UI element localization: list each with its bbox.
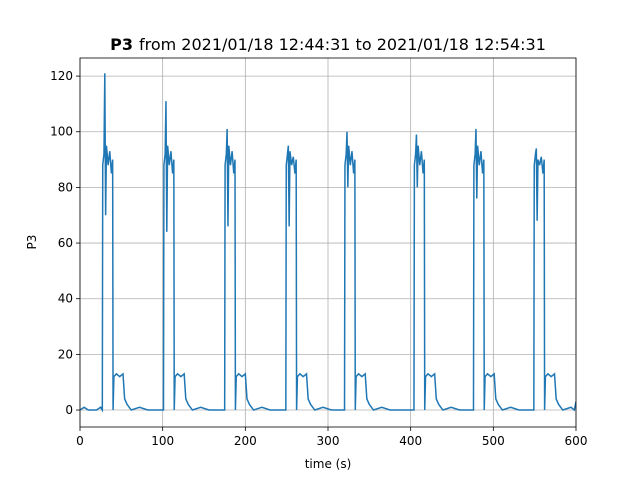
y-tick-label: 40 [58,292,73,306]
data-line [80,73,576,413]
x-tick-label: 0 [76,434,84,448]
x-tick-label: 100 [151,434,174,448]
y-tick-label: 0 [65,403,73,417]
title-bold: P3 [110,35,133,54]
x-tick-label: 200 [234,434,257,448]
title-text: from 2021/01/18 12:44:31 to 2021/01/18 1… [139,35,546,54]
x-axis-label: time (s) [305,457,352,471]
x-tick-label: 400 [399,434,422,448]
y-tick-label: 60 [58,236,73,250]
chart-title: P3 from 2021/01/18 12:44:31 to 2021/01/18… [110,35,546,54]
x-tick-label: 500 [482,434,505,448]
plot-frame [79,57,577,428]
y-tick-label: 120 [50,69,73,83]
y-tick-label: 100 [50,125,73,139]
y-tick-label: 80 [58,180,73,194]
y-axis-label: P3 [25,235,39,250]
x-tick-label: 600 [565,434,588,448]
y-tick-label: 20 [58,347,73,361]
x-tick-label: 300 [317,434,340,448]
